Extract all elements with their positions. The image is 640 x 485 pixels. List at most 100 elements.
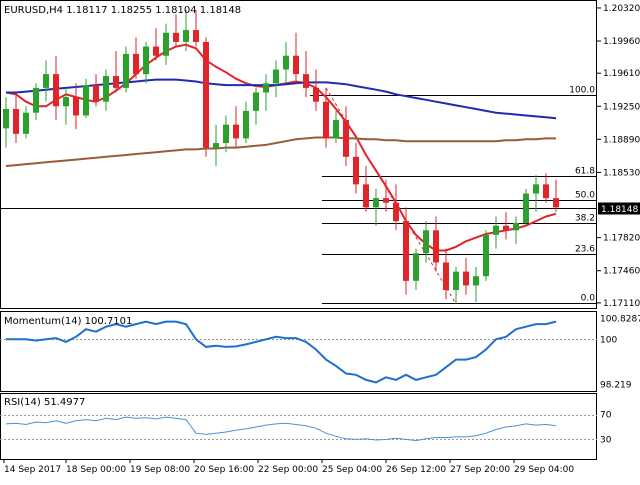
candle-body bbox=[363, 184, 369, 208]
momentum-tick-label: 98.219 bbox=[600, 380, 632, 390]
candle bbox=[153, 28, 159, 61]
price-tick-label: 1.19610 bbox=[603, 69, 640, 79]
candle-body bbox=[163, 32, 169, 56]
x-tick-label: 22 Sep 00:00 bbox=[258, 465, 318, 475]
price-tick-label: 1.17110 bbox=[603, 299, 640, 309]
current-price-label: 1.18148 bbox=[601, 205, 638, 215]
price-tick-label: 1.20320 bbox=[603, 4, 640, 14]
candle-body bbox=[73, 97, 79, 116]
rsi-tick-label: 30 bbox=[600, 435, 612, 445]
candle-body bbox=[493, 225, 499, 235]
price-title: EURUSD,H4 1.18117 1.18255 1.18104 1.1814… bbox=[4, 5, 241, 16]
candle bbox=[553, 179, 559, 212]
candle bbox=[343, 106, 349, 166]
candle-body bbox=[223, 124, 229, 144]
candle-body bbox=[253, 92, 259, 111]
candle bbox=[273, 60, 279, 98]
candle bbox=[453, 267, 459, 304]
candle-body bbox=[83, 85, 89, 116]
candle-body bbox=[133, 53, 139, 75]
candle bbox=[503, 211, 509, 240]
candle-body bbox=[193, 30, 199, 42]
x-tick-label: 25 Sep 04:00 bbox=[322, 465, 382, 475]
candle bbox=[473, 267, 479, 302]
candle-body bbox=[303, 74, 309, 88]
candle-body bbox=[143, 46, 149, 75]
axes: 1.20320 1.19960 1.19610 1.19250 1.18890 1.185… bbox=[3, 4, 640, 475]
candle-body bbox=[263, 83, 269, 93]
candle bbox=[83, 78, 89, 119]
candle bbox=[133, 37, 139, 79]
candle bbox=[43, 60, 49, 102]
candle bbox=[33, 83, 39, 121]
candle-body bbox=[393, 202, 399, 222]
candle-body bbox=[153, 46, 159, 56]
fib-label-38.2: 38.2 bbox=[575, 214, 595, 224]
candle bbox=[393, 184, 399, 231]
candle bbox=[443, 248, 449, 300]
rsi-title: RSI(14) 51.4977 bbox=[4, 397, 85, 408]
candle-body bbox=[233, 124, 239, 139]
candle bbox=[283, 41, 289, 84]
candle bbox=[223, 115, 229, 153]
rsi-panel-frame bbox=[0, 393, 597, 460]
candle-body bbox=[383, 198, 389, 203]
fib-label-0.0: 0.0 bbox=[581, 294, 596, 304]
price-tick-label: 1.19250 bbox=[603, 102, 640, 112]
candle bbox=[93, 74, 99, 107]
price-tick-label: 1.18530 bbox=[603, 168, 640, 178]
x-tick-label: 26 Sep 12:00 bbox=[386, 465, 446, 475]
candle bbox=[483, 230, 489, 281]
candle-body bbox=[43, 74, 49, 88]
candle bbox=[413, 248, 419, 291]
candle-body bbox=[23, 112, 29, 134]
price-tick-label: 1.17460 bbox=[603, 267, 640, 277]
price-tick-label: 1.19960 bbox=[603, 37, 640, 47]
candle bbox=[303, 51, 309, 98]
candle bbox=[333, 110, 339, 144]
price-panel-frame bbox=[0, 0, 597, 309]
candle-body bbox=[413, 253, 419, 281]
candle bbox=[3, 97, 9, 148]
candle bbox=[73, 83, 79, 130]
price-tick-label: 1.17820 bbox=[603, 234, 640, 244]
candle bbox=[13, 94, 19, 144]
candle-body bbox=[203, 41, 209, 148]
momentum-tick-label: 100.8287 bbox=[600, 314, 640, 324]
candle-body bbox=[173, 32, 179, 42]
candle bbox=[403, 207, 409, 295]
candle-body bbox=[323, 101, 329, 139]
candle-body bbox=[513, 222, 519, 231]
rsi-panel bbox=[0, 415, 597, 442]
x-tick-label: 20 Sep 16:00 bbox=[194, 465, 254, 475]
candle-body bbox=[463, 271, 469, 286]
candle-body bbox=[53, 74, 59, 107]
candle-body bbox=[93, 85, 99, 102]
candle-body bbox=[213, 143, 219, 148]
candle bbox=[493, 216, 499, 249]
x-tick-label: 29 Sep 04:00 bbox=[514, 465, 574, 475]
candle bbox=[323, 87, 329, 148]
candle bbox=[293, 32, 299, 84]
momentum-title: Momentum(14) 100.7101 bbox=[4, 316, 132, 327]
candle-body bbox=[33, 87, 39, 113]
candle-body bbox=[333, 120, 339, 139]
slow-ma-line bbox=[6, 78, 557, 120]
candle-body bbox=[353, 156, 359, 185]
candle bbox=[173, 14, 179, 47]
candle-body bbox=[473, 276, 479, 286]
candle-body bbox=[483, 234, 489, 277]
candle bbox=[313, 69, 319, 111]
candle bbox=[383, 179, 389, 212]
candle-body bbox=[3, 109, 9, 129]
long-ma-line bbox=[5, 136, 556, 167]
candle-body bbox=[553, 198, 559, 208]
candle bbox=[233, 106, 239, 148]
candle-body bbox=[113, 75, 119, 88]
fib-label-100.0: 100.0 bbox=[569, 86, 595, 96]
candle bbox=[463, 257, 469, 295]
candle bbox=[53, 55, 59, 121]
momentum-tick-label: 100 bbox=[600, 335, 617, 345]
candle bbox=[433, 216, 439, 272]
